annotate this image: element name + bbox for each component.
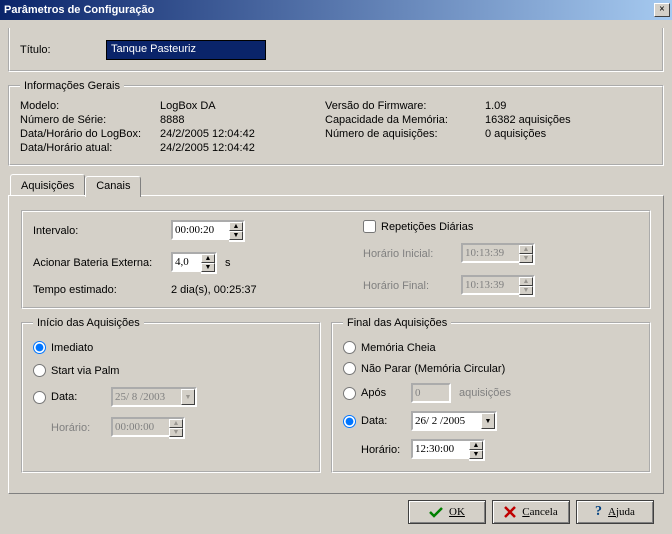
inicio-data-drop: ▼ bbox=[181, 389, 195, 405]
inicio-palm-label: Start via Palm bbox=[51, 365, 119, 377]
numero-value: 8888 bbox=[160, 114, 325, 126]
titulo-label: Título: bbox=[20, 44, 98, 56]
title-bar: Parâmetros de Configuração × bbox=[0, 0, 672, 20]
final-data-row[interactable]: Data: bbox=[343, 415, 403, 428]
numero-label: Número de Série: bbox=[20, 114, 160, 126]
capmem-value: 16382 aquisições bbox=[485, 114, 652, 126]
intervalo-up[interactable]: ▲ bbox=[229, 222, 243, 231]
tab-canais[interactable]: Canais bbox=[85, 176, 141, 197]
repeticoes-label: Repetições Diárias bbox=[381, 221, 473, 233]
hfin-down: ▼ bbox=[519, 286, 533, 295]
hfin-input bbox=[461, 275, 519, 295]
help-button[interactable]: ? Ajuda bbox=[576, 500, 654, 524]
hfin-up: ▲ bbox=[519, 277, 533, 286]
inicio-hora-input bbox=[111, 417, 169, 437]
final-apos-radio[interactable] bbox=[343, 387, 356, 400]
final-naoparar-radio[interactable] bbox=[343, 362, 356, 375]
bateria-input[interactable] bbox=[171, 252, 201, 272]
cancel-button[interactable]: Cancela bbox=[492, 500, 570, 524]
final-naoparar-row[interactable]: Não Parar (Memória Circular) bbox=[343, 362, 639, 375]
final-naoparar-label: Não Parar (Memória Circular) bbox=[361, 363, 505, 375]
tempo-value: 2 dia(s), 00:25:37 bbox=[171, 284, 257, 296]
final-apos-input bbox=[411, 383, 451, 403]
hini-input bbox=[461, 243, 519, 263]
ok-label: OK bbox=[449, 506, 465, 518]
hini-down: ▼ bbox=[519, 254, 533, 263]
tab-aquisicoes[interactable]: Aquisições bbox=[10, 174, 85, 195]
hini-label: Horário Inicial: bbox=[363, 248, 453, 260]
final-apos-label: Após bbox=[361, 387, 386, 399]
inicio-imediato-label: Imediato bbox=[51, 342, 93, 354]
final-hora-down[interactable]: ▼ bbox=[469, 450, 483, 459]
inicio-data-label: Data: bbox=[51, 391, 77, 403]
numaq-value: 0 aquisições bbox=[485, 128, 652, 140]
x-icon bbox=[504, 506, 516, 518]
numaq-label: Número de aquisições: bbox=[325, 128, 485, 140]
dh-atual-value: 24/2/2005 12:04:42 bbox=[160, 142, 325, 154]
help-label-rest: juda bbox=[616, 506, 635, 518]
hini-up: ▲ bbox=[519, 245, 533, 254]
inicio-palm-radio[interactable] bbox=[33, 364, 46, 377]
cancel-label-rest: ancela bbox=[530, 506, 558, 518]
tab-strip: Aquisições Canais bbox=[8, 176, 664, 197]
final-data-label: Data: bbox=[361, 415, 387, 427]
final-legend: Final das Aquisições bbox=[343, 317, 451, 329]
inicio-hora-label: Horário: bbox=[33, 422, 103, 434]
close-button[interactable]: × bbox=[654, 3, 670, 17]
button-bar: OK Cancela ? Ajuda bbox=[8, 494, 664, 534]
modelo-label: Modelo: bbox=[20, 100, 160, 112]
repeticoes-checkbox[interactable] bbox=[363, 220, 376, 233]
final-hora-input[interactable] bbox=[411, 439, 469, 459]
final-group: Final das Aquisições Memória Cheia Não P… bbox=[331, 317, 651, 473]
fw-label: Versão do Firmware: bbox=[325, 100, 485, 112]
modelo-value: LogBox DA bbox=[160, 100, 325, 112]
inicio-data-row[interactable]: Data: bbox=[33, 391, 103, 404]
ok-button[interactable]: OK bbox=[408, 500, 486, 524]
bateria-up[interactable]: ▲ bbox=[201, 254, 215, 263]
inicio-imediato-radio[interactable] bbox=[33, 341, 46, 354]
titulo-group: Título: Tanque Pasteuriz bbox=[8, 28, 664, 72]
info-legend: Informações Gerais bbox=[20, 80, 124, 92]
tab-panel-aquisicoes: Intervalo: ▲▼ Acionar Bateria Externa: ▲… bbox=[8, 195, 664, 494]
final-memcheia-radio[interactable] bbox=[343, 341, 356, 354]
final-apos-row[interactable]: Após bbox=[343, 387, 403, 400]
capmem-label: Capacidade da Memória: bbox=[325, 114, 485, 126]
titulo-input[interactable]: Tanque Pasteuriz bbox=[106, 40, 266, 60]
inicio-legend: Início das Aquisições bbox=[33, 317, 144, 329]
inicio-group: Início das Aquisições Imediato Start via… bbox=[21, 317, 321, 473]
inicio-palm-row[interactable]: Start via Palm bbox=[33, 364, 309, 377]
dh-atual-label: Data/Horário atual: bbox=[20, 142, 160, 154]
inicio-imediato-row[interactable]: Imediato bbox=[33, 341, 309, 354]
check-icon bbox=[429, 506, 443, 518]
repeticoes-check[interactable]: Repetições Diárias bbox=[363, 220, 473, 233]
final-hora-label: Horário: bbox=[343, 444, 403, 456]
inicio-hora-up: ▲ bbox=[169, 419, 183, 428]
final-data-input[interactable] bbox=[411, 411, 481, 431]
tempo-label: Tempo estimado: bbox=[33, 284, 163, 296]
bateria-unit: s bbox=[225, 257, 231, 269]
final-apos-unit: aquisições bbox=[459, 387, 511, 399]
interval-group: Intervalo: ▲▼ Acionar Bateria Externa: ▲… bbox=[21, 210, 651, 309]
bateria-down[interactable]: ▼ bbox=[201, 263, 215, 272]
window-title: Parâmetros de Configuração bbox=[4, 4, 154, 16]
intervalo-down[interactable]: ▼ bbox=[229, 231, 243, 240]
inicio-data-input bbox=[111, 387, 181, 407]
help-icon: ? bbox=[595, 504, 602, 520]
final-data-radio[interactable] bbox=[343, 415, 356, 428]
inicio-data-radio[interactable] bbox=[33, 391, 46, 404]
final-memcheia-row[interactable]: Memória Cheia bbox=[343, 341, 639, 354]
info-group: Informações Gerais Modelo: LogBox DA Ver… bbox=[8, 80, 664, 166]
dh-logbox-label: Data/Horário do LogBox: bbox=[20, 128, 160, 140]
intervalo-input[interactable] bbox=[171, 220, 229, 240]
final-memcheia-label: Memória Cheia bbox=[361, 342, 436, 354]
final-hora-up[interactable]: ▲ bbox=[469, 441, 483, 450]
inicio-hora-down: ▼ bbox=[169, 428, 183, 437]
intervalo-label: Intervalo: bbox=[33, 225, 163, 237]
hfin-label: Horário Final: bbox=[363, 280, 453, 292]
bateria-label: Acionar Bateria Externa: bbox=[33, 257, 163, 269]
dh-logbox-value: 24/2/2005 12:04:42 bbox=[160, 128, 325, 140]
final-data-drop[interactable]: ▼ bbox=[481, 413, 495, 429]
fw-value: 1.09 bbox=[485, 100, 652, 112]
